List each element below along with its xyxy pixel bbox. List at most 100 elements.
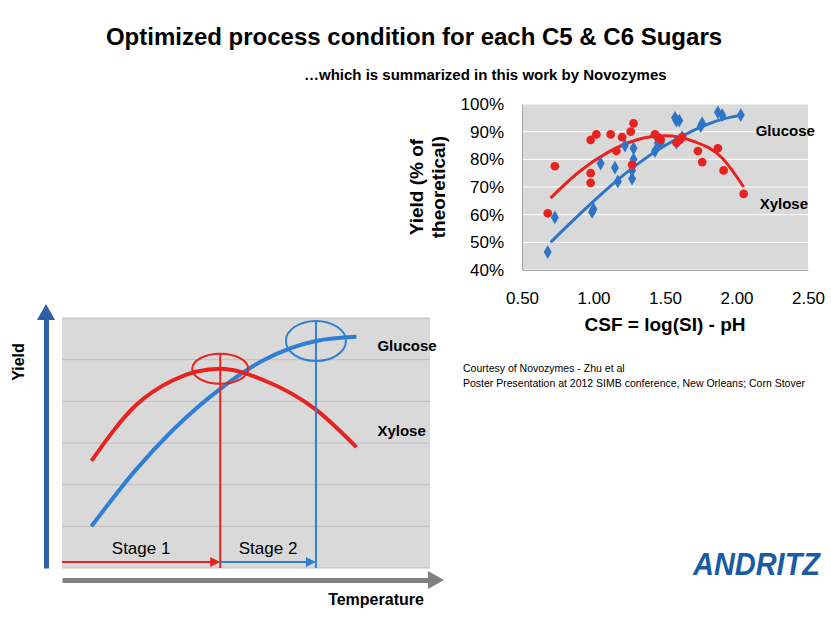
- point: [612, 147, 621, 156]
- optimum-marker: [192, 354, 248, 384]
- grid-line: [522, 270, 808, 271]
- stage-label: Stage 1: [112, 539, 171, 558]
- point: [551, 162, 560, 171]
- y-axis-title: theoretical): [428, 136, 449, 238]
- tick: 50%: [470, 233, 522, 252]
- scatter-chart: 40% 50% 60% 70% 80% 90% 100% 0.50 1.00 1.50 2.00 2.…: [406, 95, 825, 335]
- grid-line: [522, 104, 808, 105]
- point: [714, 144, 723, 153]
- point: [719, 166, 728, 175]
- grid-line: [62, 401, 430, 402]
- trend-line: [551, 115, 744, 242]
- subtitle: …which is summarized in this work by Nov…: [304, 66, 667, 83]
- point: [544, 245, 552, 259]
- point: [628, 160, 637, 169]
- tick-label: 0.50: [506, 289, 539, 308]
- point: [656, 136, 665, 145]
- tick: 80%: [470, 150, 522, 169]
- stage-boundary: [219, 354, 221, 568]
- tick: 0.50: [506, 270, 539, 308]
- point: [739, 190, 748, 199]
- grid-line: [522, 242, 808, 243]
- tick: 2.50: [792, 270, 825, 308]
- data-layer: [543, 105, 748, 259]
- point: [614, 175, 622, 189]
- tick-label: 80%: [470, 150, 504, 169]
- tick: 1.50: [649, 270, 682, 308]
- tick: 60%: [470, 206, 522, 225]
- grid-line: [522, 214, 808, 215]
- y-axis-title: Yield: [10, 343, 27, 381]
- optimum-marker: [286, 321, 346, 361]
- axis-line: [522, 105, 523, 271]
- y-axis-title: Yield (% of: [406, 138, 427, 235]
- point: [586, 178, 595, 187]
- point: [698, 116, 706, 130]
- point: [657, 136, 665, 150]
- tick-label: 70%: [470, 178, 504, 197]
- point: [597, 157, 605, 171]
- axis-line: [523, 270, 809, 271]
- trend-line: [551, 136, 744, 198]
- plot-area: [62, 318, 430, 568]
- series-label: Glucose: [756, 122, 815, 139]
- tick-label: 1.00: [577, 289, 610, 308]
- axis-line: [63, 578, 431, 583]
- point: [737, 108, 745, 122]
- title: Optimized process condition for each C5 …: [106, 23, 722, 50]
- point: [626, 127, 635, 136]
- grid-line: [62, 359, 430, 360]
- tick-label: 2.00: [720, 289, 753, 308]
- x-axis: [63, 580, 431, 581]
- point: [618, 133, 627, 142]
- note: Courtesy of Novozymes - Zhu et al: [463, 362, 625, 374]
- x-axis: 0.50 1.00 1.50 2.00 2.50: [506, 270, 825, 308]
- point: [718, 108, 726, 122]
- point: [698, 158, 707, 167]
- axis-arrowhead: [37, 304, 55, 320]
- grid-line: [62, 526, 430, 527]
- tick: 90%: [470, 123, 522, 142]
- concept-chart: Yield Temperature Glucose Xylose Stage 1 Stag…: [10, 304, 444, 608]
- x-axis-title: CSF = log(SI) - pH: [585, 314, 746, 335]
- series-label: Glucose: [377, 337, 436, 354]
- point: [592, 130, 601, 139]
- tick-label: 60%: [470, 206, 504, 225]
- stage-label: Stage 2: [239, 539, 298, 558]
- point: [629, 119, 638, 128]
- tick: 100%: [461, 95, 522, 114]
- note: Poster Presentation at 2012 SIMB confere…: [463, 377, 806, 389]
- point: [590, 202, 598, 216]
- tick: 1.00: [577, 270, 610, 308]
- point: [543, 209, 552, 218]
- point: [606, 130, 615, 139]
- tick-label: 50%: [470, 233, 504, 252]
- axis-line: [44, 319, 49, 569]
- grid-line: [62, 443, 430, 444]
- grid-line: [62, 484, 430, 485]
- point: [611, 161, 619, 175]
- series-label: Xylose: [377, 422, 425, 439]
- tick: 2.00: [720, 270, 753, 308]
- point: [678, 133, 687, 142]
- tick-label: 1.50: [649, 289, 682, 308]
- axis-arrowhead: [428, 571, 444, 589]
- tick-label: 2.50: [792, 289, 825, 308]
- point: [586, 169, 595, 178]
- grid-line: [522, 187, 808, 188]
- y-axis: [46, 319, 48, 569]
- tick: 40%: [470, 261, 522, 280]
- stage-arrowhead: [306, 557, 316, 567]
- slide: Optimized process condition for each C5 …: [0, 0, 831, 620]
- grid-line: [62, 568, 430, 569]
- tick: 70%: [470, 178, 522, 197]
- x-axis-title: Temperature: [328, 591, 424, 608]
- point: [675, 114, 683, 128]
- y-axis: 40% 50% 60% 70% 80% 90% 100%: [461, 95, 523, 280]
- point: [551, 211, 559, 225]
- point: [694, 147, 703, 156]
- grid-line: [62, 318, 430, 319]
- grid-line: [522, 159, 808, 160]
- tick-label: 40%: [470, 261, 504, 280]
- tick-label: 90%: [470, 123, 504, 142]
